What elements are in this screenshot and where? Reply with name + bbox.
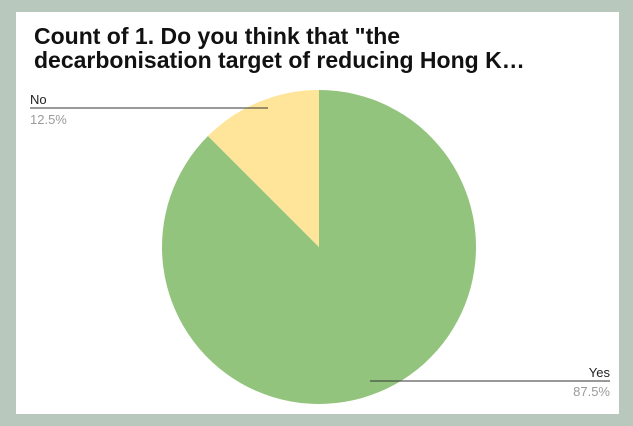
slice-label-yes: Yes <box>589 365 611 380</box>
pie-slice-no[interactable] <box>207 90 319 247</box>
chart-title: Count of 1. Do you think that "the decar… <box>34 23 525 73</box>
slice-percent-no: 12.5% <box>30 112 67 127</box>
slice-percent-yes: 87.5% <box>573 384 610 399</box>
slice-label-no: No <box>30 92 47 107</box>
